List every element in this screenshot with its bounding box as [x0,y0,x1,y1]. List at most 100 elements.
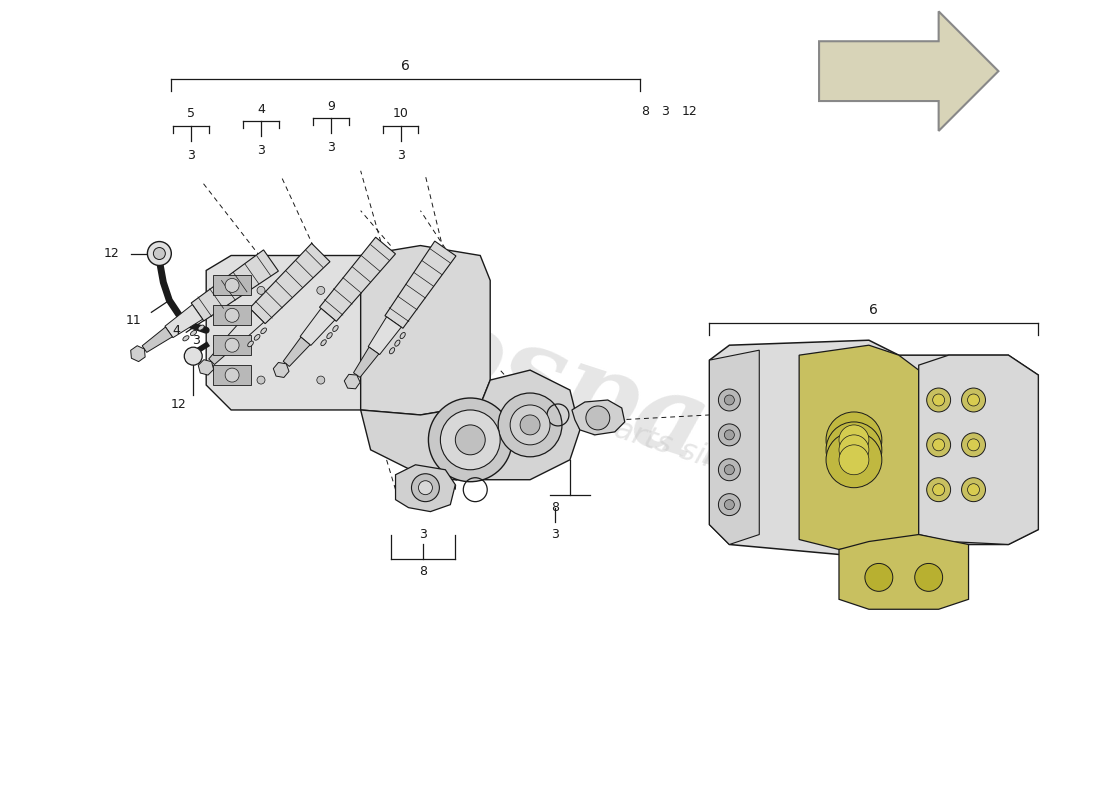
Polygon shape [361,370,580,480]
Circle shape [826,412,882,468]
Circle shape [926,478,950,502]
Polygon shape [131,346,145,362]
Circle shape [865,563,893,591]
Circle shape [718,424,740,446]
Text: 6: 6 [869,303,878,318]
Polygon shape [198,360,213,375]
Circle shape [968,439,979,451]
Circle shape [968,484,979,496]
Text: a passion for parts since 1989: a passion for parts since 1989 [396,345,844,515]
Circle shape [826,432,882,488]
Circle shape [455,425,485,455]
Text: 5: 5 [187,107,196,121]
Text: 12: 12 [682,105,697,118]
Ellipse shape [333,326,338,331]
Circle shape [961,433,986,457]
Text: 8: 8 [551,501,559,514]
Circle shape [226,308,239,322]
Polygon shape [820,11,999,131]
Polygon shape [273,362,289,378]
Polygon shape [209,336,236,365]
Circle shape [520,415,540,435]
Text: 3: 3 [187,150,195,162]
Polygon shape [918,355,1038,545]
Text: 3: 3 [419,528,428,541]
Circle shape [961,478,986,502]
Polygon shape [396,465,455,512]
Text: 3: 3 [327,142,334,154]
Text: 4: 4 [173,324,180,337]
Circle shape [257,286,265,294]
Circle shape [226,368,239,382]
Circle shape [257,376,265,384]
Polygon shape [283,337,310,366]
Polygon shape [228,310,264,346]
Polygon shape [839,534,968,610]
Circle shape [510,405,550,445]
Ellipse shape [261,328,266,334]
Circle shape [718,458,740,481]
Polygon shape [206,255,390,410]
Bar [213,275,251,295]
Bar [213,365,251,385]
Polygon shape [250,243,330,324]
Text: 8: 8 [419,565,428,578]
Circle shape [418,481,432,494]
Polygon shape [300,309,334,346]
Circle shape [725,430,735,440]
Text: 12: 12 [170,398,186,411]
Polygon shape [344,374,360,389]
Text: since 1989: since 1989 [762,458,976,561]
Text: 9: 9 [327,99,334,113]
Polygon shape [191,250,278,321]
Polygon shape [361,246,491,415]
Ellipse shape [395,340,400,346]
Circle shape [428,398,513,482]
Polygon shape [368,317,402,354]
Circle shape [725,395,735,405]
Polygon shape [353,347,378,378]
Circle shape [839,445,869,474]
Circle shape [826,422,882,478]
Circle shape [933,394,945,406]
Circle shape [317,376,324,384]
Circle shape [926,433,950,457]
Circle shape [317,286,324,294]
Circle shape [968,394,979,406]
Ellipse shape [321,340,327,346]
Circle shape [586,406,609,430]
Text: 10: 10 [393,107,408,121]
Circle shape [839,435,869,465]
Ellipse shape [389,348,395,354]
Circle shape [185,347,202,365]
Circle shape [226,278,239,292]
Circle shape [839,425,869,455]
Circle shape [961,388,986,412]
Circle shape [147,242,172,266]
Circle shape [926,388,950,412]
Polygon shape [710,350,759,545]
Circle shape [440,410,500,470]
Circle shape [153,247,165,259]
Circle shape [725,500,735,510]
Bar [213,306,251,326]
Polygon shape [142,327,173,352]
Circle shape [725,465,735,474]
Text: 11: 11 [125,314,142,326]
Text: 8: 8 [640,105,649,118]
Text: 3: 3 [257,144,265,158]
Circle shape [718,494,740,515]
Ellipse shape [183,336,189,341]
Text: 12: 12 [103,247,120,260]
Text: 4: 4 [257,102,265,115]
Circle shape [933,439,945,451]
Text: 3: 3 [192,334,200,346]
Text: 3: 3 [551,528,559,541]
Ellipse shape [190,330,197,335]
Ellipse shape [327,333,332,338]
Polygon shape [710,340,1038,554]
Polygon shape [319,238,396,322]
Ellipse shape [248,341,253,346]
Ellipse shape [400,333,405,338]
Circle shape [915,563,943,591]
